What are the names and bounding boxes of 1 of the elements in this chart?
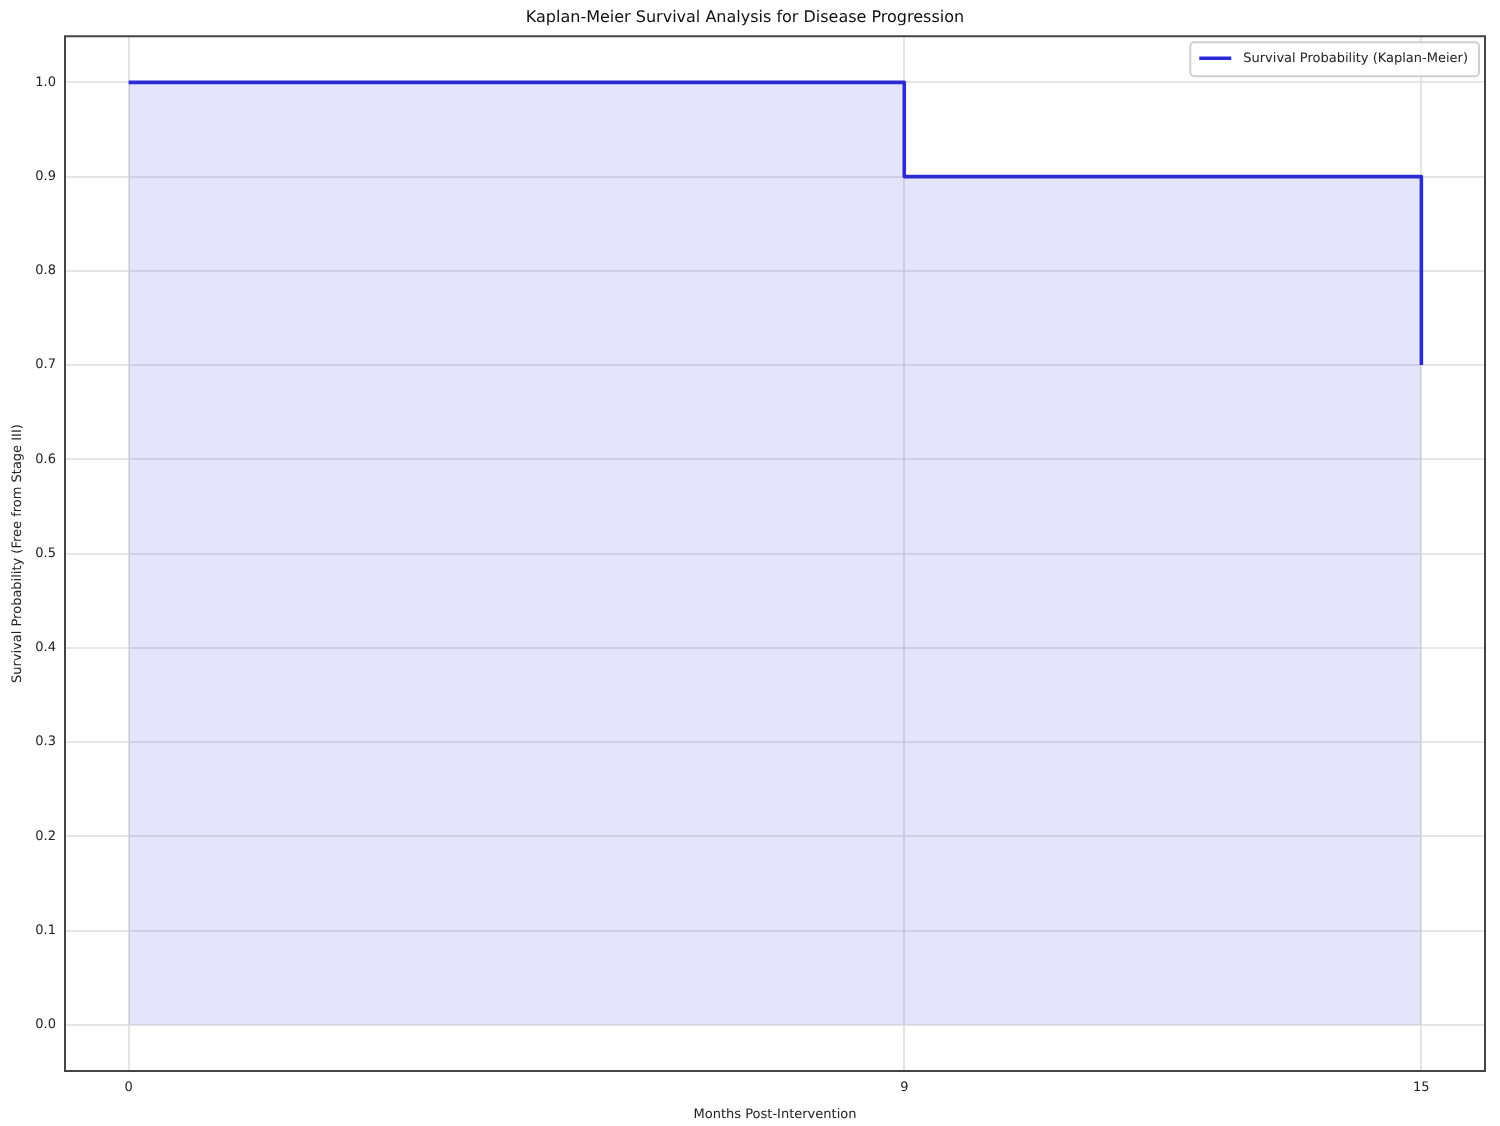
chart-title: Kaplan-Meier Survival Analysis for Disease Progression [525, 7, 965, 26]
